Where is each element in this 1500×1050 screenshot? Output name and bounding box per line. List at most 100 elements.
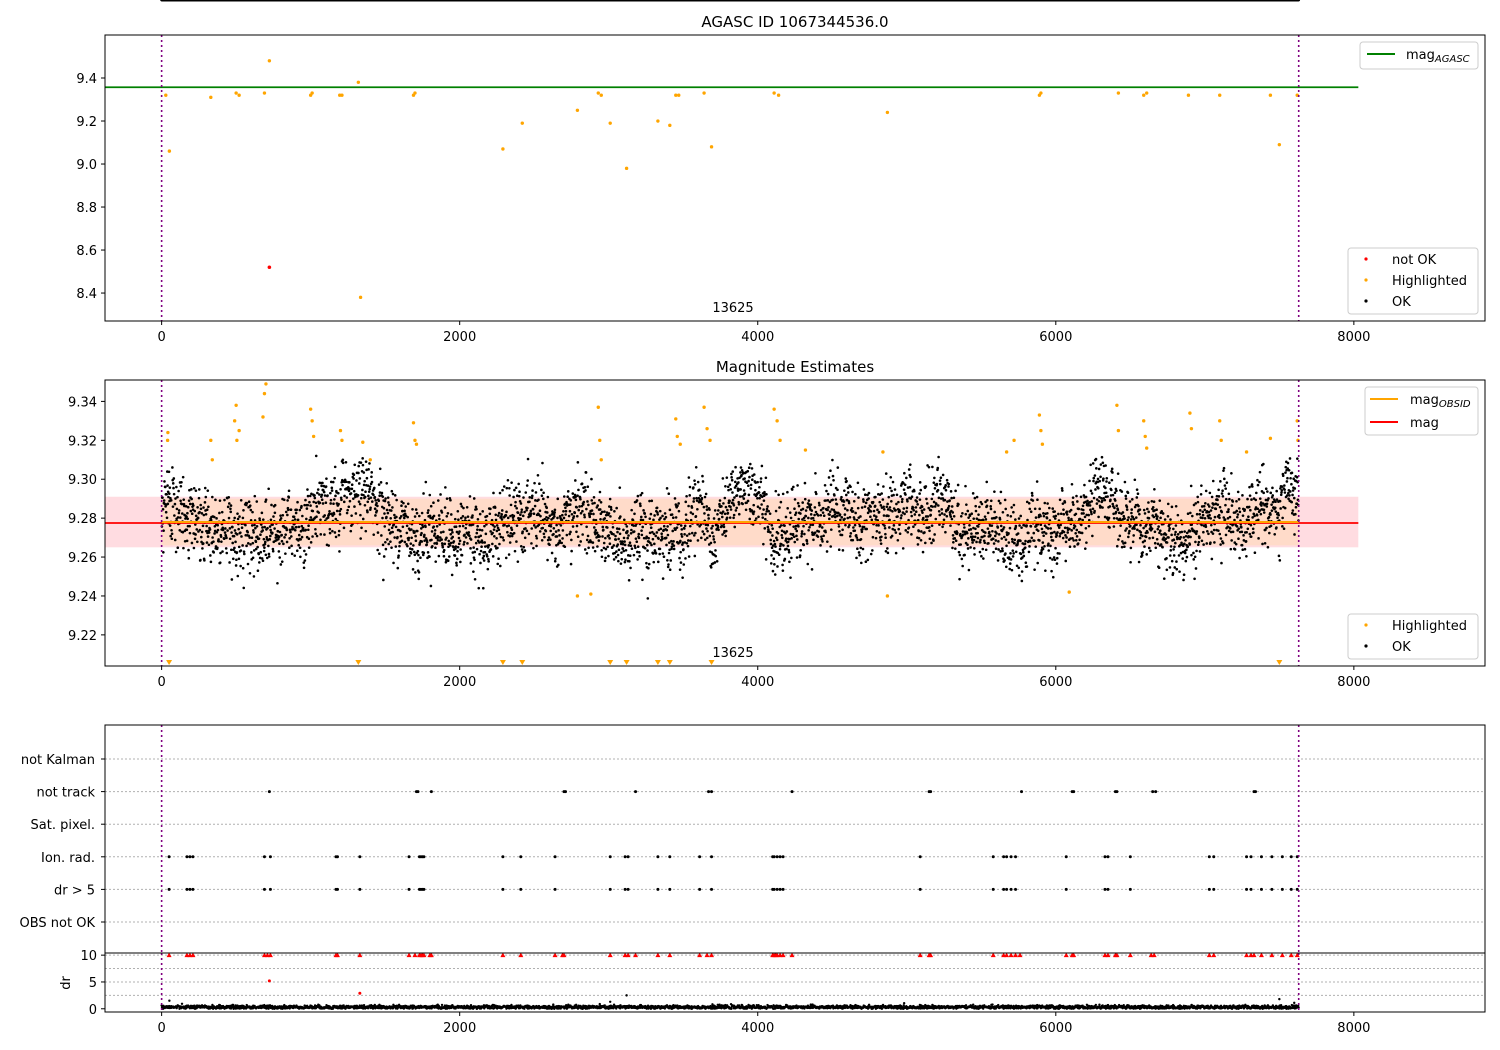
ok-point: [235, 564, 238, 567]
ok-point: [389, 517, 392, 520]
ok-point: [556, 517, 559, 520]
ok-point: [542, 498, 545, 501]
ok-point: [520, 545, 523, 548]
highlighted-point: [777, 94, 780, 97]
ok-point: [209, 554, 212, 557]
ok-point: [440, 531, 443, 534]
ok-point: [197, 517, 200, 520]
ok-point: [293, 554, 296, 557]
ok-point: [207, 535, 210, 538]
ok-point: [173, 477, 176, 480]
ok-point: [546, 511, 549, 514]
ok-point: [211, 536, 214, 539]
ok-point: [248, 536, 251, 539]
ok-point: [543, 532, 546, 535]
ok-point: [376, 549, 379, 552]
ok-point: [378, 552, 381, 555]
ok-point: [414, 535, 417, 538]
ok-point: [473, 497, 476, 500]
ok-point: [250, 509, 253, 512]
ok-point: [421, 512, 424, 515]
ok-point: [508, 487, 511, 490]
ok-point: [483, 555, 486, 558]
ok-point: [482, 587, 485, 590]
ok-point: [501, 489, 504, 492]
ok-point: [367, 495, 370, 498]
ok-point: [492, 492, 495, 495]
ok-point: [400, 515, 403, 518]
ok-point: [477, 518, 480, 521]
ok-point: [434, 546, 437, 549]
ok-point: [261, 526, 264, 529]
ok-point: [353, 505, 356, 508]
highlighted-point: [310, 91, 313, 94]
ok-point: [403, 510, 406, 513]
ok-point: [211, 496, 214, 499]
ok-point: [171, 466, 174, 469]
ok-point: [274, 512, 277, 515]
ok-point: [438, 518, 441, 521]
ok-point: [481, 510, 484, 513]
highlighted-point: [340, 94, 343, 97]
highlighted-point: [576, 109, 579, 112]
ok-point: [252, 531, 255, 534]
ok-point: [553, 515, 556, 518]
ok-point: [520, 511, 523, 514]
ok-point: [240, 549, 243, 552]
ok-point: [341, 484, 344, 487]
ok-point: [541, 539, 544, 542]
ok-point: [534, 505, 537, 508]
ok-point: [487, 558, 490, 561]
ok-point: [513, 489, 516, 492]
ok-point: [469, 547, 472, 550]
ok-point: [510, 504, 513, 507]
ok-point: [217, 529, 220, 532]
ok-point: [169, 524, 172, 527]
ok-point: [180, 481, 183, 484]
ok-point: [305, 518, 308, 521]
ok-point: [343, 527, 346, 530]
ok-point: [434, 560, 437, 563]
ok-point: [319, 533, 322, 536]
ok-point: [442, 531, 445, 534]
ok-point: [284, 552, 287, 555]
ok-point: [459, 540, 462, 543]
highlighted-point: [710, 145, 713, 148]
ok-point: [233, 517, 236, 520]
ok-point: [434, 532, 437, 535]
ok-point: [188, 499, 191, 502]
ok-point: [483, 559, 486, 562]
ok-point: [462, 515, 465, 518]
ok-point: [488, 544, 491, 547]
ok-point: [483, 541, 486, 544]
ok-point: [366, 511, 369, 514]
ok-point: [346, 512, 349, 515]
ok-point: [448, 555, 451, 558]
ok-point: [406, 532, 409, 535]
ok-point: [350, 492, 353, 495]
ok-point: [530, 512, 533, 515]
ok-point: [481, 541, 484, 544]
highlighted-point: [1117, 91, 1120, 94]
ok-point: [331, 530, 334, 533]
ok-point: [170, 499, 173, 502]
ok-point: [218, 512, 221, 515]
x-tick-label: 4000: [741, 330, 774, 345]
ok-point: [426, 541, 429, 544]
ok-point: [236, 533, 239, 536]
ok-point: [177, 516, 180, 519]
panel1-legend-top: magAGASC: [1360, 42, 1478, 69]
ok-point: [236, 575, 239, 578]
ok-point: [338, 534, 341, 537]
ok-point: [422, 526, 425, 529]
ok-point: [430, 505, 433, 508]
ok-point: [395, 516, 398, 519]
ok-point: [206, 508, 209, 511]
ok-point: [241, 544, 244, 547]
ok-point: [406, 545, 409, 548]
ok-point: [369, 485, 372, 488]
ok-point: [433, 515, 436, 518]
ok-point: [472, 546, 475, 549]
ok-point: [214, 499, 217, 502]
ok-point: [533, 482, 536, 485]
